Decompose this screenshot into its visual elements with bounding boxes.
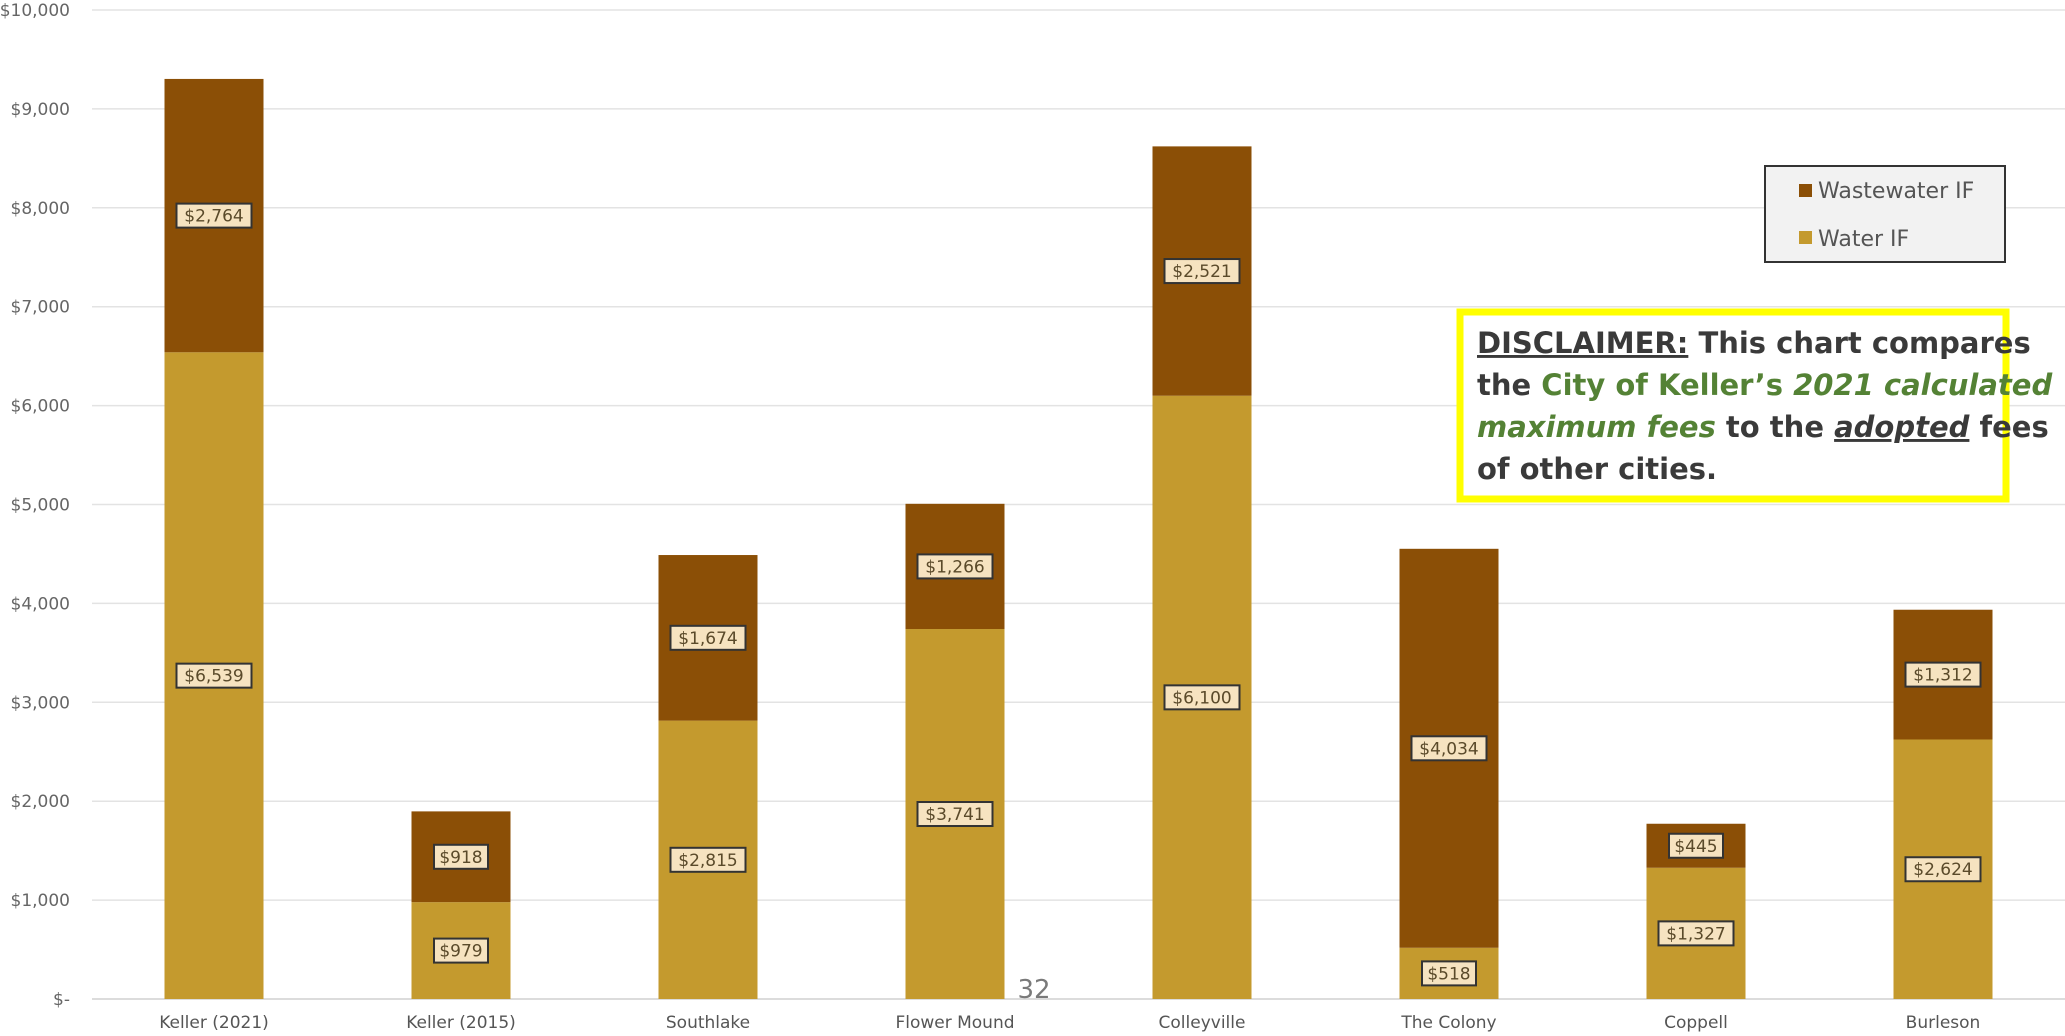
data-label-box (1163, 258, 1241, 285)
data-label-box (1668, 832, 1724, 859)
disclaimer-text-2b: City of Keller’s (1541, 368, 1793, 402)
legend-label-water: Water IF (1818, 227, 1909, 252)
disclaimer-border (1456, 308, 2010, 503)
y-tick-label: $2,000 (11, 792, 70, 812)
data-label-box (669, 624, 747, 651)
data-label-box (1421, 960, 1477, 987)
x-axis-category-labels: Keller (2021) Keller (2015) Southlake Flowe… (159, 1013, 1980, 1033)
y-axis-tick-labels: $- $1,000 $2,000 $3,000 $4,000 $5,000 $6,000 $7… (0, 1, 70, 1010)
data-label: $1,266 (925, 557, 984, 577)
y-tick-label: $8,000 (11, 199, 70, 219)
legend-swatch-water (1799, 231, 1812, 244)
data-label: $2,764 (184, 207, 243, 227)
data-label-box (175, 202, 253, 229)
data-label-box (1904, 661, 1982, 688)
data-label: $4,034 (1419, 739, 1478, 759)
disclaimer-line-1: DISCLAIMER: This chart compares (1477, 326, 2031, 360)
disclaimer-line-3: maximum fees to the adopted fees (1477, 410, 2049, 444)
disclaimer-text-1: This chart compares (1688, 326, 2030, 360)
data-label-box (433, 843, 489, 870)
x-category-label: The Colony (1400, 1013, 1496, 1033)
data-label-box (175, 662, 253, 689)
data-label-box (1410, 735, 1488, 762)
data-label-box (916, 553, 994, 580)
y-tick-label: $7,000 (11, 298, 70, 318)
x-category-label: Keller (2015) (406, 1013, 516, 1033)
data-label-box (1904, 856, 1982, 883)
data-label-box (1163, 684, 1241, 711)
y-tick-label: $10,000 (0, 1, 70, 21)
legend-box (1764, 165, 2006, 263)
data-label-box (669, 846, 747, 873)
disclaimer-line-4: of other cities. (1477, 452, 1717, 486)
data-label: $518 (1427, 964, 1470, 984)
data-label-box (433, 937, 489, 964)
x-category-label: Flower Mound (895, 1013, 1014, 1033)
page-number: 32 (1017, 975, 1050, 1005)
legend-label-wastewater: Wastewater IF (1818, 179, 1974, 204)
data-label: $1,674 (678, 629, 737, 649)
data-label-box (916, 801, 994, 828)
bars: $6,539 $2,764 $979 $918 $2,815 $1,674 $3,741 $1… (164, 78, 1993, 1000)
data-label: $3,741 (925, 805, 984, 825)
legend: Wastewater IF Water IF (1764, 165, 2006, 263)
x-category-label: Burleson (1906, 1013, 1981, 1033)
disclaimer-text-2a: the (1477, 368, 1541, 402)
legend-swatch-wastewater (1799, 184, 1812, 197)
y-tick-label: $9,000 (11, 100, 70, 120)
data-label: $2,521 (1172, 262, 1231, 282)
disclaimer-text-3b: to the (1716, 410, 1834, 444)
disclaimer-line-2: the City of Keller’s 2021 calculated (1477, 368, 2052, 402)
y-tick-label: $- (53, 990, 70, 1010)
data-label: $918 (439, 848, 482, 868)
data-label: $2,815 (678, 851, 737, 871)
data-label: $1,327 (1666, 924, 1725, 944)
data-label: $979 (439, 942, 482, 962)
y-tick-label: $1,000 (11, 891, 70, 911)
x-category-label: Southlake (666, 1013, 750, 1033)
disclaimer-text-3d: fees (1969, 410, 2048, 444)
data-label-box (1657, 920, 1735, 947)
disclaimer-text-3c: adopted (1834, 410, 1970, 444)
data-label: $2,624 (1913, 860, 1972, 880)
data-label: $445 (1674, 837, 1717, 857)
data-label: $6,100 (1172, 688, 1231, 708)
x-category-label: Colleyville (1159, 1013, 1246, 1033)
gridlines (92, 9, 2065, 1000)
disclaimer-text-3a: maximum fees (1477, 410, 1716, 444)
x-category-label: Coppell (1664, 1013, 1728, 1033)
y-tick-label: $5,000 (11, 496, 70, 516)
x-category-label: Keller (2021) (159, 1013, 269, 1033)
disclaimer-heading: DISCLAIMER: (1477, 326, 1688, 360)
data-label: $1,312 (1913, 666, 1972, 686)
data-label: $6,539 (184, 667, 243, 687)
disclaimer-text-2c: 2021 calculated (1793, 368, 2052, 402)
y-tick-label: $6,000 (11, 397, 70, 417)
y-tick-label: $4,000 (11, 594, 70, 614)
disclaimer-box: DISCLAIMER: This chart compares the City… (1456, 308, 2052, 503)
y-tick-label: $3,000 (11, 693, 70, 713)
